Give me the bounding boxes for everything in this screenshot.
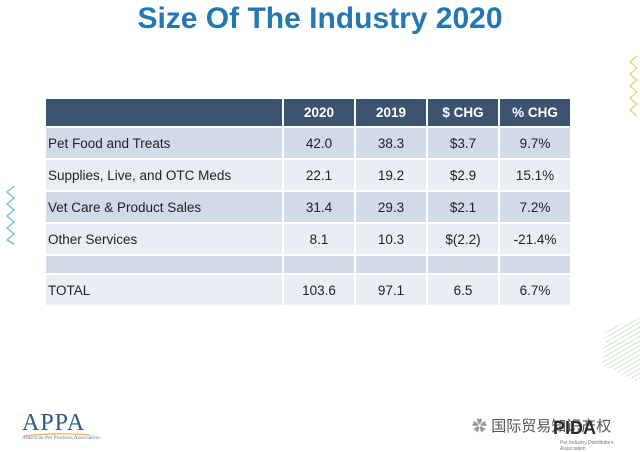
header-percent-change: % CHG bbox=[500, 99, 570, 126]
pida-logo-text: PIDA bbox=[553, 418, 597, 438]
wechat-icon: ✿ bbox=[472, 418, 488, 435]
cell-dollar-change: $2.1 bbox=[428, 192, 498, 222]
appa-logo-subtitle: American Pet Products Association bbox=[22, 435, 100, 441]
spacer-cell bbox=[500, 256, 570, 273]
watermark-text: 国际贸易知识产权 bbox=[491, 418, 612, 435]
row-label: Other Services bbox=[46, 224, 282, 254]
cell-percent-change: 6.7% bbox=[500, 275, 570, 305]
industry-size-table: 2020 2019 $ CHG % CHG Pet Food and Treat… bbox=[44, 97, 572, 307]
green-hatched-hexagon-decoration bbox=[602, 317, 640, 383]
table-header-row: 2020 2019 $ CHG % CHG bbox=[46, 99, 570, 126]
spacer-cell bbox=[46, 256, 282, 273]
slide-title: Size Of The Industry 2020 bbox=[137, 2, 503, 35]
appa-logo: APPA American Pet Products Association bbox=[22, 410, 100, 441]
header-2020: 2020 bbox=[284, 99, 354, 126]
cell-percent-change: 9.7% bbox=[500, 128, 570, 158]
spacer-cell bbox=[428, 256, 498, 273]
spacer-cell bbox=[284, 256, 354, 273]
cell-2019: 97.1 bbox=[356, 275, 426, 305]
cell-percent-change: -21.4% bbox=[500, 224, 570, 254]
cell-dollar-change: $2.9 bbox=[428, 160, 498, 190]
spacer-cell bbox=[356, 256, 426, 273]
header-dollar-change: $ CHG bbox=[428, 99, 498, 126]
cell-dollar-change: $(2.2) bbox=[428, 224, 498, 254]
cell-2019: 10.3 bbox=[356, 224, 426, 254]
cell-2019: 29.3 bbox=[356, 192, 426, 222]
cell-percent-change: 15.1% bbox=[500, 160, 570, 190]
cell-dollar-change: 6.5 bbox=[428, 275, 498, 305]
cell-2019: 38.3 bbox=[356, 128, 426, 158]
appa-logo-swoosh bbox=[23, 433, 91, 437]
appa-logo-text: APPA bbox=[22, 410, 86, 436]
table-spacer-row bbox=[46, 256, 570, 273]
cell-2020: 8.1 bbox=[284, 224, 354, 254]
cell-2020: 31.4 bbox=[284, 192, 354, 222]
cell-2019: 19.2 bbox=[356, 160, 426, 190]
header-category bbox=[46, 99, 282, 126]
row-label: TOTAL bbox=[46, 275, 282, 305]
teal-zigzag-decoration bbox=[5, 185, 15, 245]
row-label: Supplies, Live, and OTC Meds bbox=[46, 160, 282, 190]
table-row: Supplies, Live, and OTC Meds 22.1 19.2 $… bbox=[46, 160, 570, 190]
cell-2020: 42.0 bbox=[284, 128, 354, 158]
cell-dollar-change: $3.7 bbox=[428, 128, 498, 158]
yellow-zigzag-decoration bbox=[629, 55, 638, 117]
cell-percent-change: 7.2% bbox=[500, 192, 570, 222]
table-row: Other Services 8.1 10.3 $(2.2) -21.4% bbox=[46, 224, 570, 254]
pida-logo-subtitle: Pet Industry Distributors Association bbox=[560, 440, 614, 452]
cell-2020: 22.1 bbox=[284, 160, 354, 190]
row-label: Pet Food and Treats bbox=[46, 128, 282, 158]
cell-2020: 103.6 bbox=[284, 275, 354, 305]
header-2019: 2019 bbox=[356, 99, 426, 126]
table-row: Pet Food and Treats 42.0 38.3 $3.7 9.7% bbox=[46, 128, 570, 158]
row-label: Vet Care & Product Sales bbox=[46, 192, 282, 222]
table-total-row: TOTAL 103.6 97.1 6.5 6.7% bbox=[46, 275, 570, 305]
watermark: ✿ 国际贸易知识产权 bbox=[472, 415, 611, 436]
table-row: Vet Care & Product Sales 31.4 29.3 $2.1 … bbox=[46, 192, 570, 222]
